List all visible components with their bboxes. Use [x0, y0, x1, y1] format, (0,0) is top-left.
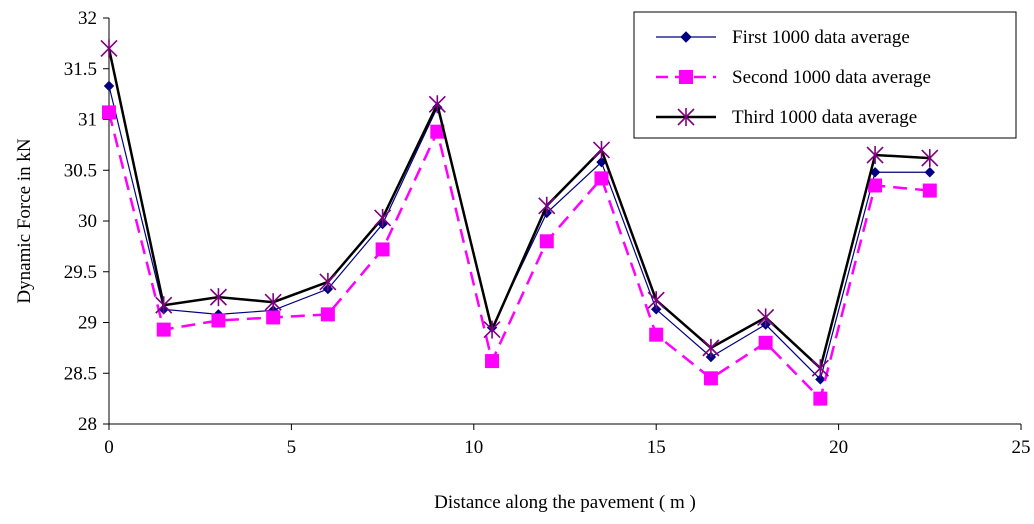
- data-point: [374, 208, 392, 227]
- data-point: [428, 95, 446, 114]
- legend-marker: [679, 70, 693, 84]
- data-point: [320, 307, 335, 322]
- x-tick-label: 25: [1012, 437, 1031, 458]
- data-point: [155, 296, 173, 315]
- data-point: [102, 105, 116, 120]
- x-tick-label: 20: [829, 437, 848, 458]
- series-2: [102, 105, 937, 406]
- legend-marker: [677, 108, 695, 126]
- legend-marker: [680, 31, 692, 43]
- y-tick-label: 30.5: [64, 160, 97, 181]
- x-tick-label: 5: [287, 437, 297, 458]
- data-point: [209, 288, 228, 307]
- series-3: [100, 39, 939, 378]
- y-tick-label: 31.5: [64, 59, 97, 80]
- data-point: [868, 178, 883, 193]
- y-axis-title: Dynamic Force in kN: [14, 138, 35, 303]
- data-point: [815, 374, 826, 385]
- y-tick-label: 28.5: [64, 363, 97, 384]
- legend-item: Third 1000 data average: [656, 107, 917, 128]
- legend-label: Third 1000 data average: [732, 107, 917, 128]
- y-tick-label: 32: [78, 8, 97, 29]
- x-axis-title: Distance along the pavement ( m ): [434, 492, 696, 513]
- data-point: [813, 391, 828, 406]
- data-point: [100, 39, 118, 58]
- legend: First 1000 data average Second 1000 data …: [633, 11, 1017, 139]
- data-point: [757, 308, 775, 327]
- data-point: [264, 293, 282, 312]
- legend-label: First 1000 data average: [732, 27, 910, 48]
- data-point: [594, 171, 609, 186]
- x-axis-ticks: 0 5 10 15 20 25: [104, 424, 1031, 458]
- data-point: [921, 149, 939, 168]
- y-tick-label: 31: [78, 110, 97, 131]
- data-point: [705, 351, 717, 363]
- data-point: [758, 335, 773, 350]
- series-layer: [100, 39, 939, 406]
- data-point: [592, 140, 611, 159]
- legend-item: Second 1000 data average: [656, 67, 931, 88]
- data-point: [924, 167, 936, 178]
- data-point: [647, 291, 665, 310]
- data-point: [266, 310, 281, 325]
- data-point: [483, 320, 501, 339]
- legend-label: Second 1000 data average: [732, 67, 931, 88]
- data-point: [703, 371, 718, 386]
- x-tick-label: 10: [464, 437, 483, 458]
- data-point: [866, 146, 884, 165]
- data-point: [539, 234, 554, 249]
- series-line: [107, 112, 930, 402]
- x-tick-label: 0: [104, 437, 114, 458]
- x-tick-label: 15: [647, 437, 666, 458]
- data-point: [375, 242, 390, 257]
- data-point: [650, 304, 662, 315]
- data-point: [156, 322, 171, 337]
- data-point: [538, 196, 556, 215]
- data-point: [649, 327, 664, 342]
- y-tick-label: 28: [78, 414, 97, 435]
- plot-area: 28 28.5 29 29.5 30 30.5 31 31.5 32 0 5 10 15 20 25: [64, 8, 1031, 458]
- y-tick-label: 29: [78, 313, 97, 334]
- data-point: [211, 313, 226, 328]
- data-point: [430, 124, 445, 139]
- y-axis-ticks: 28 28.5 29 29.5 30 30.5 31 31.5 32: [64, 8, 109, 435]
- series-line: [107, 48, 930, 371]
- data-point: [702, 338, 720, 357]
- legend-item: First 1000 data average: [656, 27, 910, 48]
- y-tick-label: 29.5: [64, 262, 97, 283]
- data-point: [319, 272, 337, 291]
- data-point: [103, 80, 115, 92]
- data-point: [811, 359, 829, 378]
- y-tick-label: 30: [78, 211, 97, 232]
- data-point: [922, 183, 937, 198]
- data-point: [485, 354, 500, 369]
